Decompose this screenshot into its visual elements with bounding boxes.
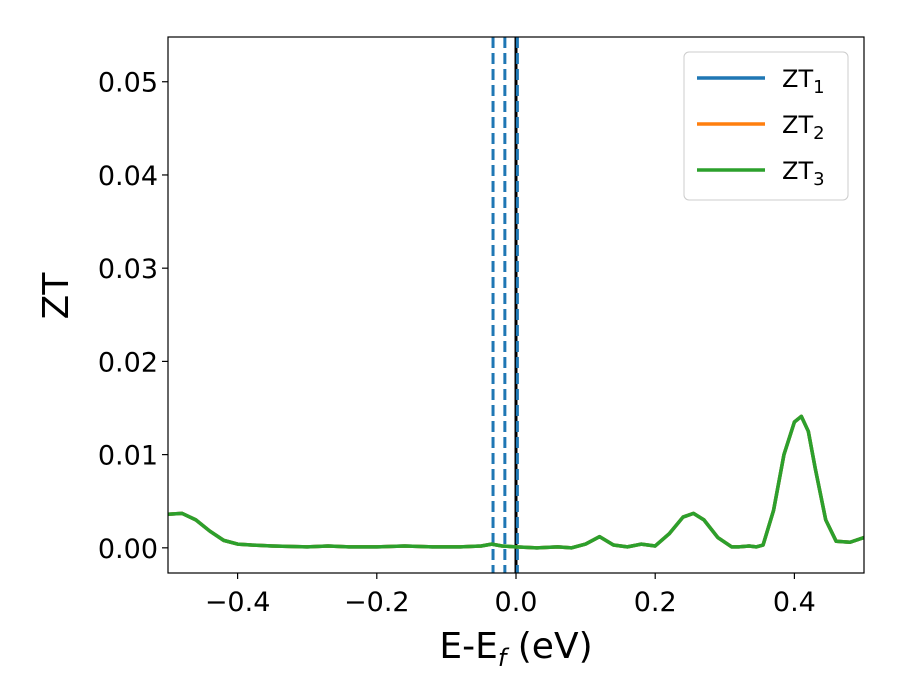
x-tick-label: 0.4: [773, 587, 816, 618]
reference-lines: [491, 37, 519, 573]
y-tick-label: 0.03: [98, 254, 158, 285]
x-axis-title: E-Ef (eV): [439, 626, 592, 672]
legend: ZT1 ZT2 ZT3: [683, 51, 849, 201]
x-tick-label: 0.0: [495, 587, 538, 618]
y-tick-label: 0.02: [98, 347, 158, 378]
y-axis-title: ZT: [36, 272, 77, 320]
legend-label-2: ZT2: [782, 111, 825, 144]
legend-label-3: ZT3: [782, 157, 825, 190]
x-tick-label: 0.2: [634, 587, 677, 618]
y-tick-label: 0.01: [98, 441, 158, 472]
x-axis-title-main: E-E: [439, 626, 497, 667]
legend-label-1: ZT1: [782, 65, 825, 98]
series-lines: [168, 414, 864, 550]
x-tick-label: −0.2: [344, 587, 410, 618]
x-tick-label: −0.4: [205, 587, 271, 618]
x-axis: −0.4 −0.2 0.0 0.2 0.4: [205, 573, 816, 618]
y-tick-label: 0.00: [98, 534, 158, 565]
series-line-3: [168, 414, 864, 550]
y-axis: 0.00 0.01 0.02 0.03 0.04 0.05: [98, 68, 168, 565]
x-axis-title-unit: (eV): [506, 626, 592, 667]
legend-box: [683, 51, 849, 201]
y-tick-label: 0.05: [98, 68, 158, 99]
y-tick-label: 0.04: [98, 161, 158, 192]
